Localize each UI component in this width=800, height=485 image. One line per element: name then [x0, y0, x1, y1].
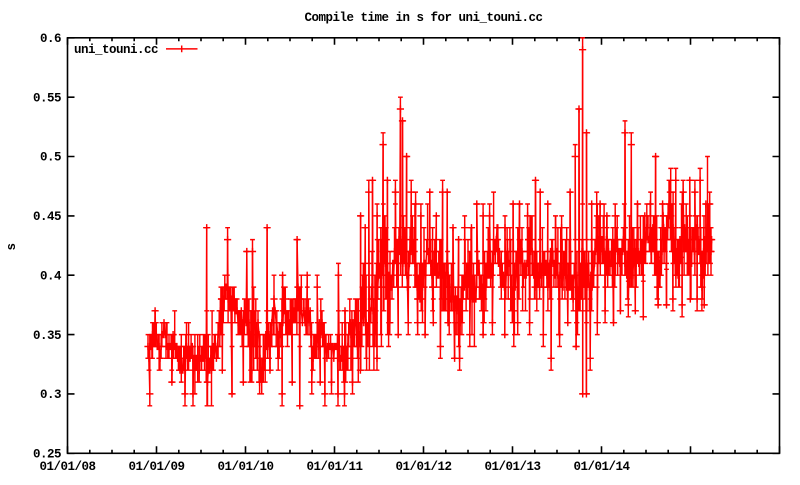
svg-text:0.45: 0.45 [33, 210, 61, 224]
svg-text:0.6: 0.6 [40, 32, 61, 46]
svg-text:s: s [5, 243, 19, 250]
svg-text:01/01/13: 01/01/13 [484, 460, 540, 474]
svg-text:0.25: 0.25 [33, 448, 61, 462]
svg-text:0.55: 0.55 [33, 91, 61, 105]
svg-text:01/01/14: 01/01/14 [573, 460, 630, 474]
svg-text:01/01/09: 01/01/09 [128, 460, 184, 474]
svg-text:0.4: 0.4 [40, 269, 62, 283]
svg-text:01/01/10: 01/01/10 [217, 460, 273, 474]
svg-text:0.3: 0.3 [40, 388, 61, 402]
svg-text:01/01/11: 01/01/11 [306, 460, 362, 474]
svg-text:uni_touni.cc: uni_touni.cc [74, 43, 158, 57]
svg-text:Compile time in s for uni_toun: Compile time in s for uni_touni.cc [304, 11, 542, 25]
svg-text:01/01/12: 01/01/12 [395, 460, 451, 474]
svg-text:01/01/08: 01/01/08 [39, 460, 95, 474]
svg-text:0.5: 0.5 [40, 151, 61, 165]
svg-text:0.35: 0.35 [33, 329, 61, 343]
